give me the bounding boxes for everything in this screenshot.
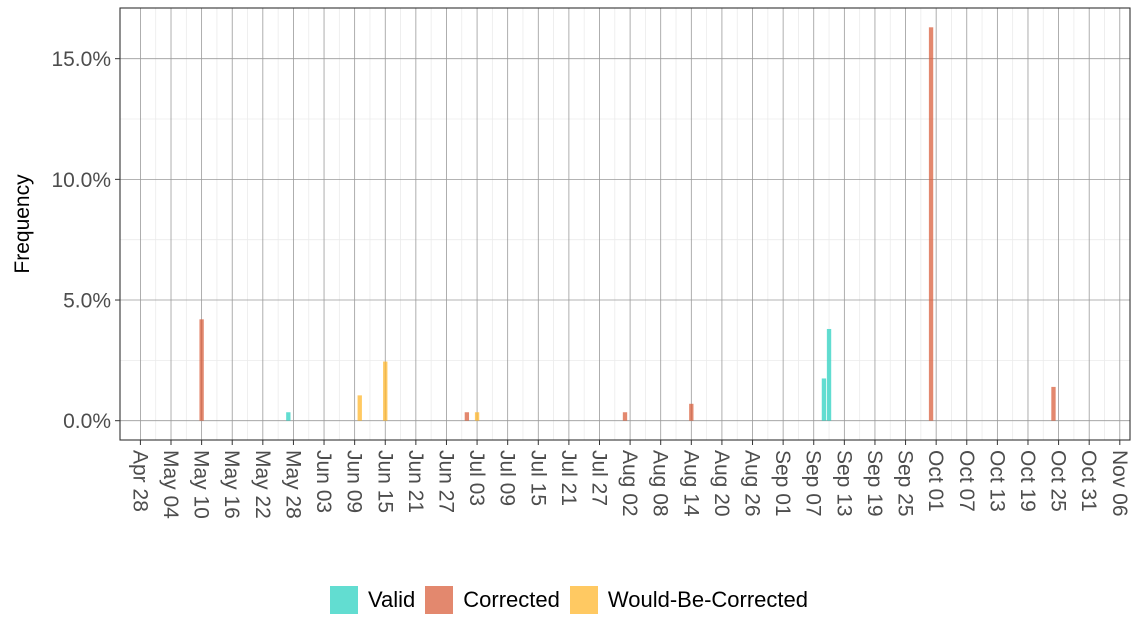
x-tick-label: Apr 28 (128, 450, 151, 512)
bar-would-be-corrected (474, 412, 480, 421)
x-tick-label: Jul 27 (587, 450, 610, 506)
x-tick-label: Jul 15 (526, 450, 549, 506)
bar-valid (821, 378, 827, 421)
y-axis: 0.0% 5.0% 10.0% 15.0% (51, 48, 120, 433)
x-tick-label: Aug 08 (649, 450, 672, 517)
legend: Valid Corrected Would-Be-Corrected (0, 586, 1138, 614)
legend-label: Would-Be-Corrected (607, 587, 808, 612)
bar-would-be-corrected (383, 361, 388, 421)
y-axis-title: Frequency (11, 174, 34, 274)
legend-item-would-be-corrected: Would-Be-Corrected (569, 586, 808, 614)
x-tick-label: Sep 25 (894, 450, 917, 517)
x-tick-label: Oct 13 (985, 450, 1008, 512)
legend-key (569, 586, 598, 614)
x-tick-label: Jun 15 (373, 450, 396, 513)
bars (199, 27, 1056, 421)
major-gridlines (120, 8, 1130, 440)
y-tick-label: 10.0% (51, 169, 111, 192)
x-tick-label: Sep 13 (832, 450, 855, 517)
x-tick-label: May 22 (251, 450, 274, 519)
x-tick-label: Sep 01 (771, 450, 794, 517)
bar-corrected (689, 403, 694, 421)
x-tick-label: Jun 09 (343, 450, 366, 513)
x-tick-label: Nov 06 (1108, 450, 1131, 517)
x-tick-label: Oct 31 (1077, 450, 1100, 512)
legend-label: Valid (367, 587, 416, 612)
x-tick-label: Oct 19 (1016, 450, 1039, 512)
x-tick-label: May 04 (159, 450, 182, 519)
legend-key (329, 586, 358, 614)
x-tick-label: Jul 09 (496, 450, 519, 506)
bar-corrected (622, 412, 628, 421)
x-tick-label: Jun 21 (404, 450, 427, 513)
x-tick-label: May 16 (220, 450, 243, 519)
minor-gridlines (120, 8, 1130, 440)
x-tick-label: Oct 01 (924, 450, 947, 512)
y-tick-label: 0.0% (63, 410, 111, 433)
x-tick-label: May 28 (281, 450, 304, 519)
x-tick-label: Aug 26 (741, 450, 764, 517)
legend-key (425, 586, 454, 614)
bar-valid (286, 412, 291, 421)
x-tick-label: Jun 27 (434, 450, 457, 513)
x-tick-label: Aug 20 (710, 450, 733, 517)
x-tick-label: Aug 02 (618, 450, 641, 517)
x-tick-label: May 10 (190, 450, 213, 519)
x-tick-label: Oct 07 (955, 450, 978, 512)
x-tick-label: Sep 19 (863, 450, 886, 517)
legend-label: Corrected (463, 587, 560, 612)
y-tick-label: 5.0% (63, 290, 111, 313)
y-tick-label: 15.0% (51, 48, 111, 71)
x-tick-label: Jul 21 (557, 450, 580, 506)
panel-border (119, 7, 1131, 441)
x-axis: Apr 28 May 04 May 10 May 16 May 22 May 28 Jun … (128, 440, 1131, 519)
bar-corrected (1051, 386, 1056, 421)
x-tick-label: Jul 03 (465, 450, 488, 506)
panel-background (120, 8, 1138, 440)
bar-would-be-corrected (357, 395, 362, 421)
x-tick-label: Sep 07 (802, 450, 825, 517)
x-tick-label: Oct 25 (1047, 450, 1070, 512)
x-tick-label: Jun 03 (312, 450, 335, 513)
bar-corrected (928, 27, 934, 421)
x-tick-label: Aug 14 (679, 450, 702, 517)
bar-valid (826, 328, 832, 421)
legend-item-valid: Valid (329, 586, 416, 614)
bar-corrected (199, 319, 204, 421)
bar-corrected (464, 412, 470, 421)
legend-item-corrected: Corrected (425, 586, 560, 614)
